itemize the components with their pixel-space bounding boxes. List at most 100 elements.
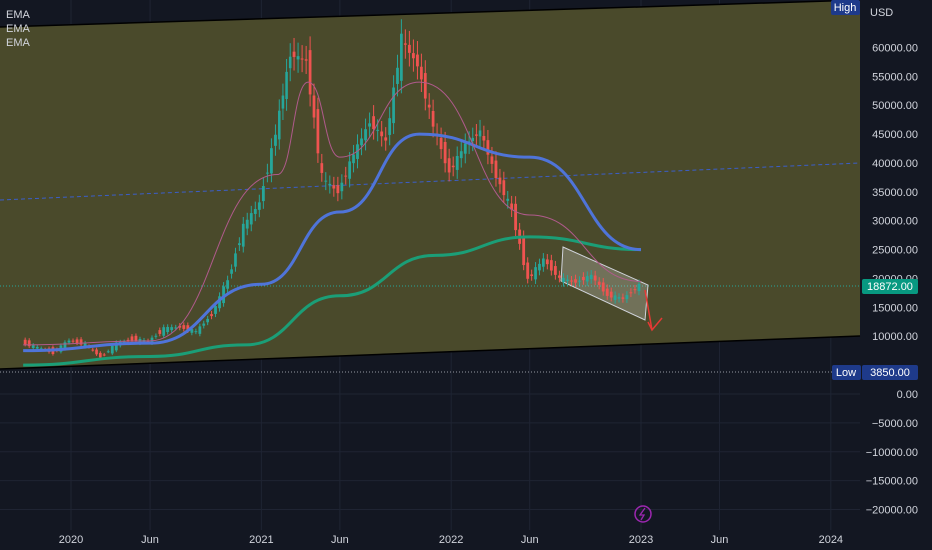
candle-body bbox=[601, 282, 605, 292]
candle-body bbox=[257, 202, 261, 210]
candle-body bbox=[245, 219, 249, 229]
candle-body bbox=[98, 352, 102, 358]
legend-ema-3[interactable]: EMA bbox=[6, 37, 30, 49]
candle-body bbox=[91, 349, 95, 351]
candle-body bbox=[570, 280, 573, 282]
legend-ema-1[interactable]: EMA bbox=[6, 9, 30, 21]
candle-body bbox=[439, 137, 443, 150]
candle-body bbox=[475, 134, 478, 136]
candle-body bbox=[360, 138, 363, 146]
candle-body bbox=[545, 259, 549, 265]
candle-body bbox=[582, 276, 585, 281]
candle-body bbox=[558, 275, 561, 278]
time-axis: 2020 Jun 2021 Jun 2022 Jun 2023 Jun 2024 bbox=[59, 534, 843, 546]
rising-channel bbox=[0, 0, 860, 369]
candle-body bbox=[530, 274, 534, 277]
candle-body bbox=[110, 345, 114, 354]
y-tick-label: −15000.00 bbox=[866, 476, 918, 488]
candle-body bbox=[328, 183, 332, 186]
y-tick-label: 15000.00 bbox=[872, 302, 918, 314]
candle-body bbox=[23, 339, 27, 345]
x-tick-label: 2022 bbox=[439, 534, 463, 546]
candle-body bbox=[443, 141, 447, 164]
svg-text:3850.00: 3850.00 bbox=[870, 367, 910, 379]
candle-body bbox=[95, 349, 98, 355]
x-tick-label: 2021 bbox=[249, 534, 273, 546]
candle-body bbox=[122, 341, 126, 343]
candle-body bbox=[238, 243, 241, 246]
candle-body bbox=[83, 342, 87, 347]
candle-body bbox=[510, 203, 513, 210]
candle-body bbox=[261, 186, 265, 202]
candle-body bbox=[288, 56, 292, 69]
candle-body bbox=[278, 110, 281, 140]
candle-body bbox=[478, 130, 482, 137]
candle-body bbox=[162, 327, 166, 336]
x-tick-label: Jun bbox=[711, 534, 729, 546]
price-axis: 60000.00 55000.00 50000.00 45000.00 40000.00… bbox=[866, 42, 918, 516]
candle-body bbox=[336, 185, 340, 194]
candle-body bbox=[186, 325, 190, 331]
candle-body bbox=[400, 33, 403, 81]
candle-body bbox=[312, 95, 316, 118]
candle-body bbox=[241, 223, 245, 247]
candle-body bbox=[106, 351, 110, 353]
x-tick-label: Jun bbox=[521, 534, 539, 546]
candle-body bbox=[605, 288, 609, 296]
candle-body bbox=[270, 148, 273, 174]
candle-body bbox=[202, 323, 206, 326]
candle-body bbox=[585, 276, 589, 282]
candle-body bbox=[463, 143, 467, 154]
candle-body bbox=[79, 339, 83, 345]
svg-text:High: High bbox=[834, 2, 857, 14]
candle-body bbox=[384, 137, 388, 141]
candle-body bbox=[637, 283, 641, 292]
candle-body bbox=[392, 87, 395, 124]
candle-body bbox=[214, 305, 217, 314]
ema-slow-line bbox=[23, 235, 642, 367]
candle-body bbox=[114, 342, 118, 351]
candle-body bbox=[471, 137, 475, 142]
candle-body bbox=[447, 158, 451, 173]
candle-body bbox=[304, 59, 308, 61]
svg-text:18872.00: 18872.00 bbox=[867, 281, 913, 293]
x-tick-label: 2020 bbox=[59, 534, 83, 546]
candle-body bbox=[541, 258, 545, 267]
candle-body bbox=[609, 291, 613, 298]
y-tick-label: 30000.00 bbox=[872, 216, 918, 228]
high-badge: High bbox=[831, 0, 860, 15]
candle-body bbox=[613, 295, 617, 300]
candle-body bbox=[253, 209, 257, 214]
candle-body bbox=[166, 326, 170, 333]
candle-body bbox=[332, 185, 336, 189]
candle-body bbox=[459, 151, 463, 159]
low-badge: Low 3850.00 bbox=[832, 365, 918, 380]
candle-body bbox=[494, 160, 498, 179]
candle-body bbox=[372, 116, 376, 130]
candle-body bbox=[218, 296, 221, 309]
projection-arrow bbox=[644, 289, 663, 332]
candles bbox=[23, 19, 641, 359]
candle-body bbox=[431, 110, 435, 127]
candle-body bbox=[498, 177, 502, 185]
event-icon[interactable] bbox=[634, 505, 652, 523]
candle-body bbox=[482, 136, 486, 141]
candle-body bbox=[154, 335, 158, 337]
ema-mid-line bbox=[23, 132, 642, 353]
y-tick-label: 55000.00 bbox=[872, 71, 918, 83]
y-tick-label: 35000.00 bbox=[872, 187, 918, 199]
indicator-legend: EMA EMA EMA bbox=[6, 8, 30, 50]
x-tick-label: Jun bbox=[331, 534, 349, 546]
candle-body bbox=[296, 56, 300, 60]
candle-body bbox=[285, 71, 288, 99]
candle-body bbox=[320, 163, 324, 173]
candle-body bbox=[194, 331, 198, 333]
y-tick-label: −10000.00 bbox=[866, 447, 918, 459]
candle-body bbox=[502, 180, 506, 196]
candle-body bbox=[340, 182, 344, 192]
candle-body bbox=[158, 330, 162, 334]
candle-body bbox=[324, 180, 328, 182]
legend-ema-2[interactable]: EMA bbox=[6, 23, 30, 35]
candle-body bbox=[396, 67, 399, 84]
